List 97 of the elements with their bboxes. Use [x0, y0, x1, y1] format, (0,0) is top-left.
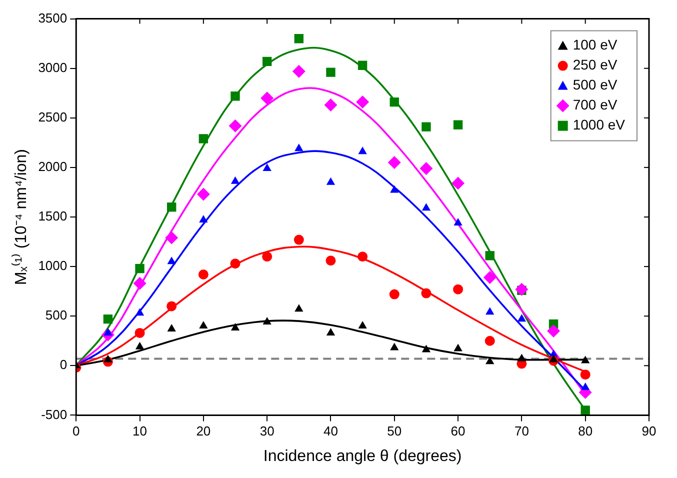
- point: [517, 354, 526, 362]
- point: [486, 356, 494, 364]
- point: [454, 344, 462, 352]
- y-tick-label: 0: [60, 357, 68, 372]
- point: [326, 328, 336, 336]
- point: [581, 356, 590, 364]
- y-tick-label: 3500: [38, 10, 68, 26]
- y-tick-label: -500: [41, 406, 68, 422]
- x-tick-label: 40: [324, 424, 338, 439]
- legend-label: 100 eV: [572, 36, 618, 53]
- y-tick-label: 2500: [38, 109, 68, 124]
- point: [230, 176, 240, 184]
- point: [326, 68, 336, 77]
- point: [133, 276, 146, 290]
- legend-label: 700 eV: [572, 96, 618, 113]
- point: [390, 185, 399, 193]
- point: [135, 308, 144, 316]
- point: [358, 146, 367, 154]
- point: [167, 324, 176, 332]
- point: [422, 203, 431, 211]
- point: [134, 328, 145, 338]
- x-axis-title: Incidence angle θ (degrees): [263, 448, 462, 465]
- point: [358, 321, 367, 329]
- point: [230, 92, 240, 101]
- y-tick-label: 500: [45, 308, 68, 323]
- point: [294, 234, 304, 245]
- point: [453, 284, 464, 294]
- x-tick-label: 10: [132, 424, 148, 439]
- x-tick-label: 20: [196, 424, 211, 439]
- point: [165, 231, 178, 244]
- point: [422, 122, 431, 132]
- point: [580, 406, 590, 415]
- point: [262, 163, 272, 171]
- point: [549, 354, 558, 362]
- point: [485, 251, 494, 260]
- point: [517, 314, 526, 322]
- point: [452, 176, 465, 190]
- point: [421, 288, 432, 298]
- point: [198, 134, 208, 144]
- point: [135, 342, 144, 350]
- x-tick-label: 90: [642, 424, 656, 439]
- legend-label: 500 eV: [572, 76, 618, 93]
- point: [358, 252, 368, 262]
- point: [389, 289, 400, 300]
- point: [196, 188, 210, 201]
- point: [262, 252, 272, 262]
- point: [294, 34, 304, 44]
- point: [486, 307, 494, 315]
- y-axis-title: Mₓ⁽¹⁾ (10⁻⁴ nm⁴/ion): [11, 148, 30, 286]
- point: [103, 314, 113, 324]
- point: [453, 120, 463, 130]
- point: [294, 144, 304, 152]
- legend-label: 1000 eV: [572, 116, 626, 133]
- point: [547, 324, 560, 338]
- point: [262, 56, 272, 66]
- x-tick-label: 70: [514, 424, 529, 439]
- x-tick-label: 0: [72, 424, 80, 439]
- point: [324, 98, 338, 112]
- x-tick-label: 80: [578, 424, 593, 439]
- point: [581, 382, 590, 390]
- point: [135, 264, 144, 274]
- y-tick-label: 1000: [38, 258, 68, 274]
- point: [390, 97, 399, 107]
- point: [260, 92, 274, 105]
- y-tick-label: 3000: [38, 60, 68, 75]
- legend-label: 250 eV: [572, 56, 618, 73]
- point: [484, 336, 495, 346]
- x-tick-label: 60: [450, 424, 466, 439]
- point: [515, 282, 528, 296]
- point: [167, 256, 176, 264]
- point: [294, 304, 304, 312]
- point: [388, 156, 401, 169]
- point: [166, 301, 177, 312]
- x-tick-label: 30: [260, 424, 274, 439]
- point: [292, 64, 306, 78]
- point: [199, 321, 208, 329]
- y-tick-label: 2000: [38, 159, 68, 174]
- point: [422, 344, 431, 352]
- point: [230, 258, 240, 269]
- point: [454, 218, 462, 226]
- point: [104, 354, 112, 362]
- point: [326, 256, 336, 266]
- point: [167, 202, 176, 212]
- point: [228, 119, 242, 132]
- point: [420, 162, 433, 175]
- point: [262, 317, 272, 325]
- point: [390, 342, 399, 350]
- y-tick-label: 1500: [38, 208, 68, 224]
- point: [580, 370, 590, 380]
- point: [230, 322, 240, 330]
- point: [483, 270, 496, 284]
- point: [358, 60, 368, 70]
- point: [356, 96, 370, 109]
- point: [198, 269, 208, 280]
- point: [326, 177, 336, 185]
- point: [199, 214, 208, 222]
- x-tick-label: 50: [387, 424, 402, 439]
